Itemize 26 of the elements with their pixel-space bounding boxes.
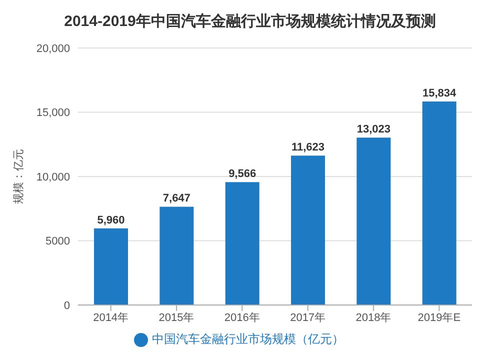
x-tick-label: 2016年	[224, 312, 260, 324]
bar	[422, 102, 456, 305]
data-label: 9,566	[228, 168, 256, 180]
x-tick-label: 2015年	[158, 312, 194, 324]
data-label: 7,647	[162, 192, 190, 205]
bar	[225, 182, 260, 305]
data-label: 15,834	[422, 88, 458, 100]
y-axis-title: 规模：亿元	[12, 149, 25, 204]
data-label: 5,960	[97, 214, 125, 226]
bar	[160, 206, 194, 305]
data-label: 11,623	[291, 142, 325, 154]
y-tick-label: 5000	[46, 236, 70, 248]
chart-title: 2014-2019年中国汽车金融行业市场规模统计情况及预测	[63, 12, 437, 32]
y-tick-label: 15,000	[36, 107, 70, 120]
data-label: 13,023	[356, 124, 390, 136]
x-tick-label: 2014年	[93, 312, 129, 324]
x-tick-label: 2017年	[290, 312, 326, 324]
bar	[291, 156, 325, 305]
x-tick-label: 2018年	[356, 312, 392, 324]
y-tick-label: 0	[64, 300, 70, 312]
legend-label: 中国汽车金融行业市场规模（亿元）	[152, 332, 344, 346]
y-tick-label: 20,000	[36, 42, 70, 55]
bar	[94, 228, 128, 305]
x-tick-label: 2019年E	[418, 312, 461, 324]
y-tick-label: 10,000	[36, 171, 70, 184]
bar	[356, 138, 391, 305]
